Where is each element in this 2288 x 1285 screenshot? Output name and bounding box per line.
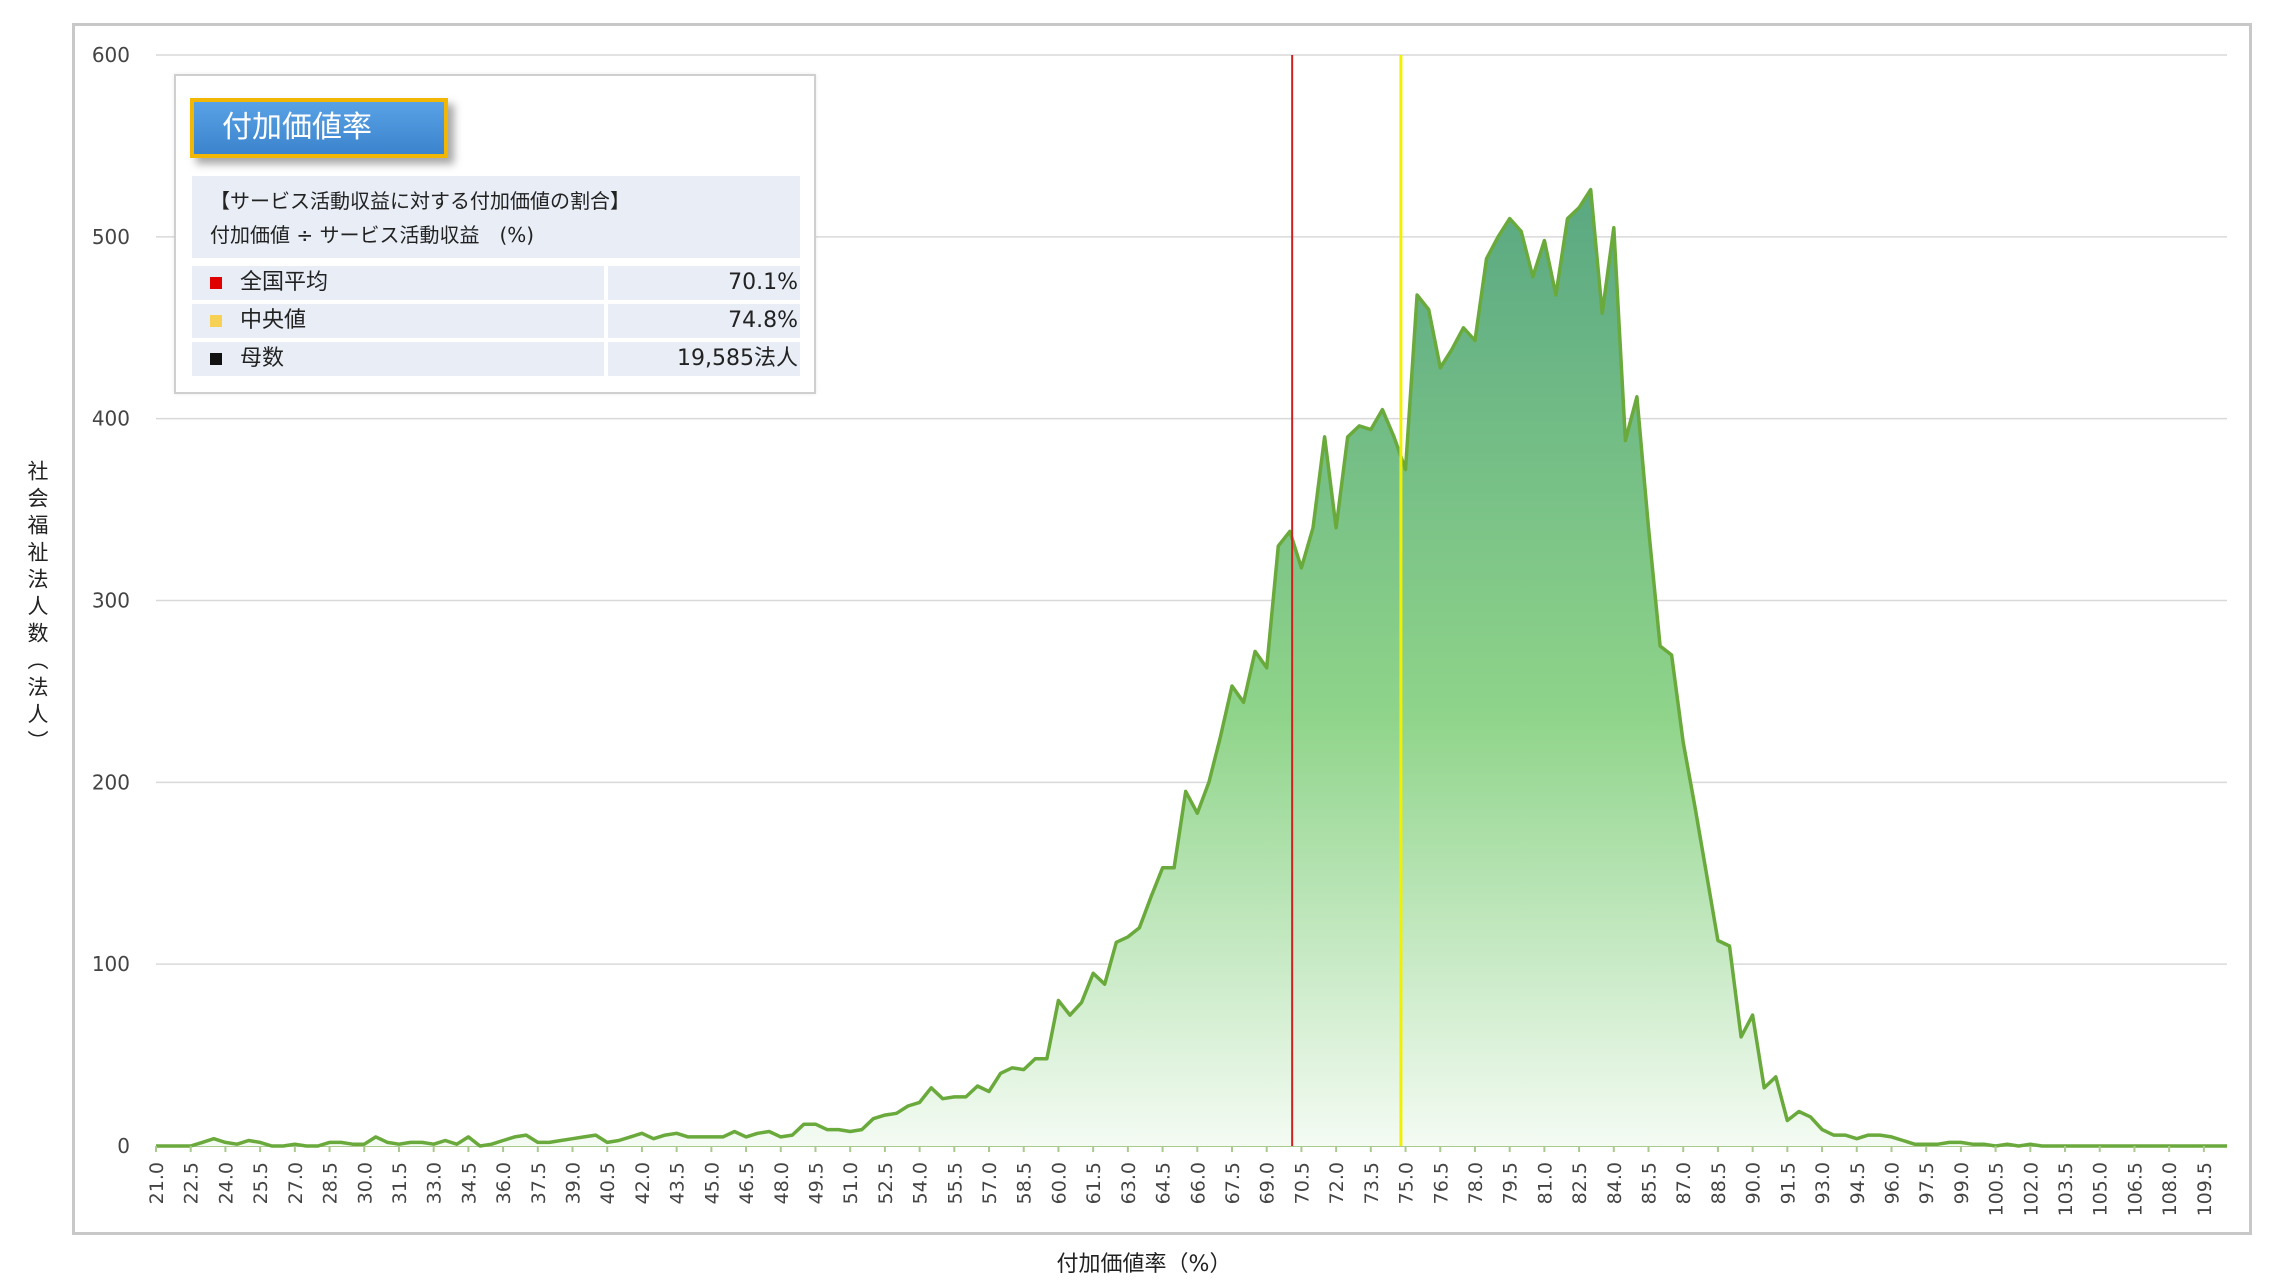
x-tick-label: 57.0 (979, 1162, 1001, 1204)
y-tick-label: 200 (92, 770, 130, 794)
legend-desc-line1: 【サービス活動収益に対する付加価値の割合】 (210, 189, 630, 213)
x-tick-label: 49.5 (805, 1162, 827, 1204)
x-tick-label: 97.5 (1916, 1162, 1938, 1204)
x-tick-label: 85.5 (1639, 1162, 1661, 1204)
x-tick-label: 109.5 (2194, 1162, 2216, 1216)
x-tick-label: 69.0 (1257, 1162, 1279, 1204)
x-tick-label: 73.5 (1361, 1162, 1383, 1204)
x-tick-label: 84.0 (1604, 1162, 1626, 1204)
y-tick-label: 0 (117, 1134, 130, 1158)
x-tick-label: 81.0 (1534, 1162, 1556, 1204)
x-tick-label: 93.0 (1812, 1162, 1834, 1204)
x-tick-label: 102.0 (2020, 1162, 2042, 1216)
x-tick-label: 61.5 (1083, 1162, 1105, 1204)
x-tick-label: 42.0 (632, 1162, 654, 1204)
x-tick-label: 79.5 (1500, 1162, 1522, 1204)
x-tick-label: 24.0 (215, 1162, 237, 1204)
y-axis-label: 社会福祉法人数（法人） (25, 460, 49, 757)
x-tick-label: 31.5 (389, 1162, 411, 1204)
x-axis-label: 付加価値率（%） (1056, 1252, 1232, 1277)
x-tick-label: 106.5 (2124, 1162, 2146, 1216)
x-tick-label: 82.5 (1569, 1162, 1591, 1204)
x-tick-label: 88.5 (1708, 1162, 1730, 1204)
median-marker-icon (210, 315, 222, 327)
x-tick-label: 103.5 (2055, 1162, 2077, 1216)
x-tick-label: 60.0 (1048, 1162, 1070, 1204)
x-tick-label: 90.0 (1743, 1162, 1765, 1204)
x-tick-label: 75.0 (1396, 1162, 1418, 1204)
x-tick-label: 108.0 (2159, 1162, 2181, 1216)
x-tick-label: 22.5 (181, 1162, 203, 1204)
y-tick-label: 500 (92, 225, 130, 249)
x-tick-label: 96.0 (1881, 1162, 1903, 1204)
x-tick-label: 43.5 (667, 1162, 689, 1204)
x-tick-label: 64.5 (1153, 1162, 1175, 1204)
x-tick-label: 46.5 (736, 1162, 758, 1204)
x-tick-label: 87.0 (1673, 1162, 1695, 1204)
mean-marker-icon (210, 277, 222, 289)
legend-label-mean: 全国平均 (240, 270, 329, 295)
legend-value-mean: 70.1% (608, 266, 800, 300)
legend-label-count: 母数 (240, 346, 285, 371)
x-tick-label: 66.0 (1187, 1162, 1209, 1204)
x-tick-label: 36.0 (493, 1162, 515, 1204)
x-tick-label: 28.5 (320, 1162, 342, 1204)
x-tick-label: 21.0 (146, 1162, 168, 1204)
area-fill (156, 189, 2227, 1147)
count-marker-icon (210, 353, 222, 365)
legend-title: 付加価値率 (190, 98, 448, 158)
x-tick-label: 40.5 (597, 1162, 619, 1204)
x-tick-label: 30.0 (354, 1162, 376, 1204)
x-tick-label: 63.0 (1118, 1162, 1140, 1204)
x-tick-label: 52.5 (875, 1162, 897, 1204)
y-tick-label: 400 (92, 407, 130, 431)
x-tick-label: 94.5 (1847, 1162, 1869, 1204)
x-tick-label: 54.0 (910, 1162, 932, 1204)
legend-value-count: 19,585法人 (608, 342, 800, 376)
legend-box: 付加価値率 【サービス活動収益に対する付加価値の割合】 付加価値 ÷ サービス活… (174, 74, 816, 394)
series-line (156, 187, 2227, 1148)
x-tick-label: 37.5 (528, 1162, 550, 1204)
x-tick-label: 105.0 (2090, 1162, 2112, 1216)
y-tick-label: 300 (92, 589, 130, 613)
x-tick-label: 39.0 (563, 1162, 585, 1204)
x-tick-label: 76.5 (1430, 1162, 1452, 1204)
chart-frame (72, 23, 2252, 1235)
x-tick-label: 100.5 (1986, 1162, 2008, 1216)
x-tick-label: 25.5 (250, 1162, 272, 1204)
x-tick-label: 27.0 (285, 1162, 307, 1204)
legend-value-median: 74.8% (608, 304, 800, 338)
x-tick-label: 45.0 (701, 1162, 723, 1204)
x-tick-label: 67.5 (1222, 1162, 1244, 1204)
x-tick-label: 51.0 (840, 1162, 862, 1204)
x-tick-label: 99.0 (1951, 1162, 1973, 1204)
x-tick-label: 78.0 (1465, 1162, 1487, 1204)
legend-row-median: 中央値 74.8% (192, 304, 800, 338)
x-tick-label: 91.5 (1777, 1162, 1799, 1204)
legend-desc-line2: 付加価値 ÷ サービス活動収益 (%) (210, 223, 535, 247)
legend-label-median: 中央値 (240, 308, 307, 333)
x-tick-label: 48.0 (771, 1162, 793, 1204)
x-tick-label: 33.0 (424, 1162, 446, 1204)
legend-row-mean: 全国平均 70.1% (192, 266, 800, 300)
y-tick-label: 100 (92, 952, 130, 976)
x-tick-label: 58.5 (1014, 1162, 1036, 1204)
x-tick-label: 72.0 (1326, 1162, 1348, 1204)
y-tick-label: 600 (92, 43, 130, 67)
x-tick-label: 34.5 (458, 1162, 480, 1204)
legend-row-count: 母数 19,585法人 (192, 342, 800, 376)
x-tick-label: 70.5 (1291, 1162, 1313, 1204)
x-tick-label: 55.5 (944, 1162, 966, 1204)
legend-description: 【サービス活動収益に対する付加価値の割合】 付加価値 ÷ サービス活動収益 (%… (192, 176, 800, 258)
